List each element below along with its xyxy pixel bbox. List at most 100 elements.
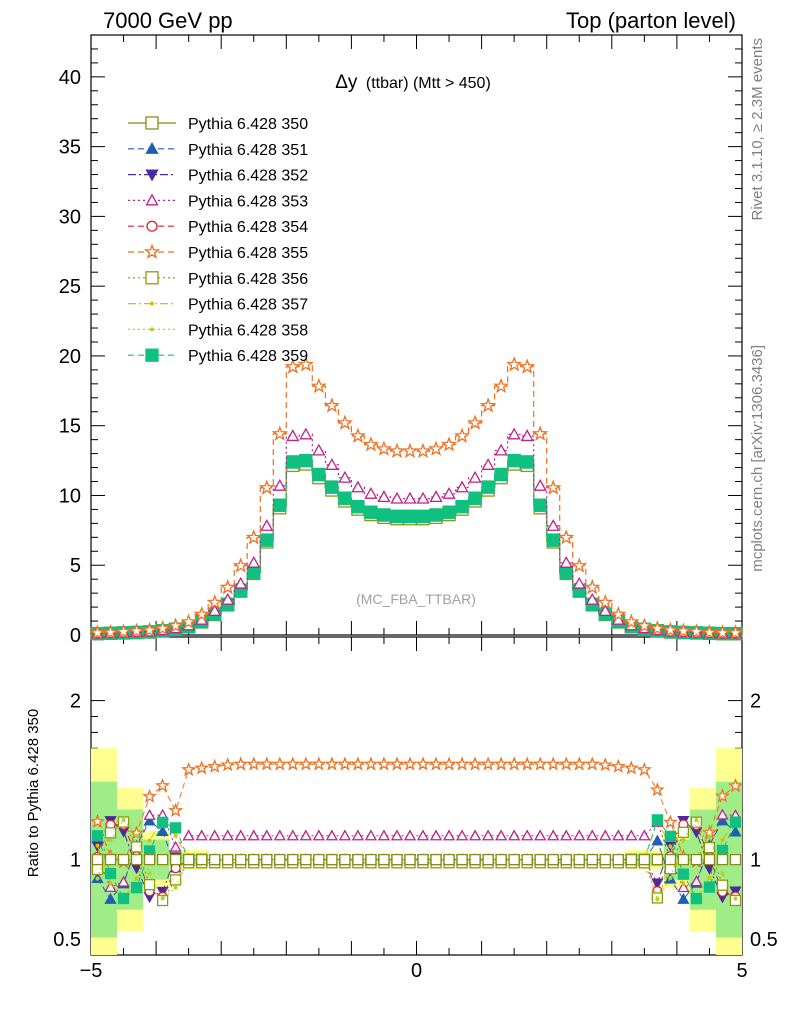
marker-square (260, 533, 274, 547)
marker-triangle-up (651, 834, 664, 846)
marker-star (298, 756, 314, 771)
series-line (91, 364, 742, 634)
marker-triangle-up (403, 829, 417, 841)
series-pythia-6.428-355 (89, 356, 744, 640)
marker-square (338, 491, 352, 505)
marker-triangle-up (247, 829, 260, 841)
marker-star (584, 756, 600, 771)
marker-triangle-up (221, 829, 234, 841)
marker-triangle-up (638, 829, 651, 841)
marker-square (312, 467, 326, 482)
marker-square (169, 822, 182, 834)
marker-dot (108, 881, 113, 886)
marker-star (480, 756, 496, 771)
marker-dot (150, 301, 154, 306)
legend-label: Pythia 6.428 354 (188, 219, 308, 236)
marker-square (533, 498, 547, 512)
marker-square (455, 499, 469, 514)
series-line (91, 460, 742, 635)
legend-label: Pythia 6.428 353 (188, 193, 308, 210)
ratio-y-tick-label: 2 (70, 691, 81, 713)
series-pythia-6.428-359 (90, 453, 743, 641)
series-line (91, 460, 742, 635)
y-tick-label: 40 (59, 67, 81, 89)
marker-dot (150, 327, 154, 332)
marker-square (664, 830, 677, 843)
marker-triangle-up (273, 478, 287, 491)
marker-square (117, 816, 130, 828)
marker-square (377, 508, 391, 522)
marker-star (142, 788, 158, 803)
marker-triangle-up (325, 458, 339, 470)
marker-triangle-up (364, 486, 378, 499)
marker-square (651, 853, 664, 866)
legend-entry: Pythia 6.428 355 (128, 243, 308, 262)
marker-star (168, 802, 184, 818)
marker-square (145, 116, 159, 130)
ratio-series (90, 756, 743, 907)
marker-dot (95, 843, 100, 848)
marker-star (571, 756, 587, 771)
marker-star (714, 624, 731, 640)
marker-triangle-up (195, 829, 208, 841)
chart-title: Δy (ttbar) (Mtt > 450) (335, 72, 491, 93)
y-tick-label: 5 (70, 555, 81, 577)
marker-star (297, 356, 314, 372)
marker-triangle-up (560, 829, 573, 841)
marker-triangle-up (416, 491, 430, 504)
marker-dot (733, 896, 738, 901)
marker-triangle-up (442, 486, 456, 499)
legend-entry: Pythia 6.428 354 (128, 219, 308, 236)
ratio-line (97, 763, 736, 863)
marker-triangle-up (416, 829, 430, 841)
marker-star (194, 760, 210, 775)
marker-triangle-up (429, 829, 443, 841)
marker-square (274, 853, 286, 866)
marker-square (117, 853, 130, 866)
marker-square (351, 499, 365, 514)
marker-triangle-up (442, 829, 456, 841)
marker-dot (720, 837, 725, 842)
marker-triangle-up (495, 829, 508, 841)
marker-star (519, 358, 536, 374)
marker-square (494, 467, 508, 482)
marker-square (703, 853, 716, 866)
marker-triangle-up (312, 443, 326, 456)
mcplots-label: mcplots.cern.ch [arXiv:1306.3436] (749, 345, 766, 572)
y-tick-label: 35 (59, 137, 81, 159)
marker-square (442, 505, 456, 519)
y-tick-label: 15 (59, 416, 81, 438)
marker-square (547, 853, 559, 866)
series-pythia-6.428-356 (90, 457, 743, 641)
marker-square (286, 455, 300, 469)
series-line (91, 460, 742, 635)
marker-triangle-up (312, 829, 325, 841)
marker-square (677, 826, 690, 838)
marker-square (638, 853, 650, 866)
marker-square (248, 853, 260, 866)
marker-triangle-up (625, 829, 638, 841)
series-line (91, 460, 742, 635)
marker-star (441, 436, 458, 452)
marker-dot (134, 833, 139, 838)
marker-square (261, 853, 273, 866)
marker-square (235, 853, 247, 866)
marker-square (145, 348, 159, 362)
marker-star (728, 778, 743, 793)
marker-triangle-up (677, 892, 690, 904)
marker-square (169, 853, 182, 866)
marker-star (715, 788, 731, 803)
marker-triangle-up (716, 808, 729, 820)
legend-entry: Pythia 6.428 352 (128, 168, 308, 185)
header-left: 7000 GeV pp (103, 8, 233, 33)
marker-star (610, 606, 627, 622)
marker-star (401, 442, 419, 459)
chart-title-main: Δy (335, 72, 358, 93)
marker-square (495, 853, 507, 866)
marker-dot (173, 885, 178, 890)
marker-triangle-up (716, 814, 729, 826)
marker-dot (694, 817, 699, 822)
marker-star (649, 782, 665, 797)
